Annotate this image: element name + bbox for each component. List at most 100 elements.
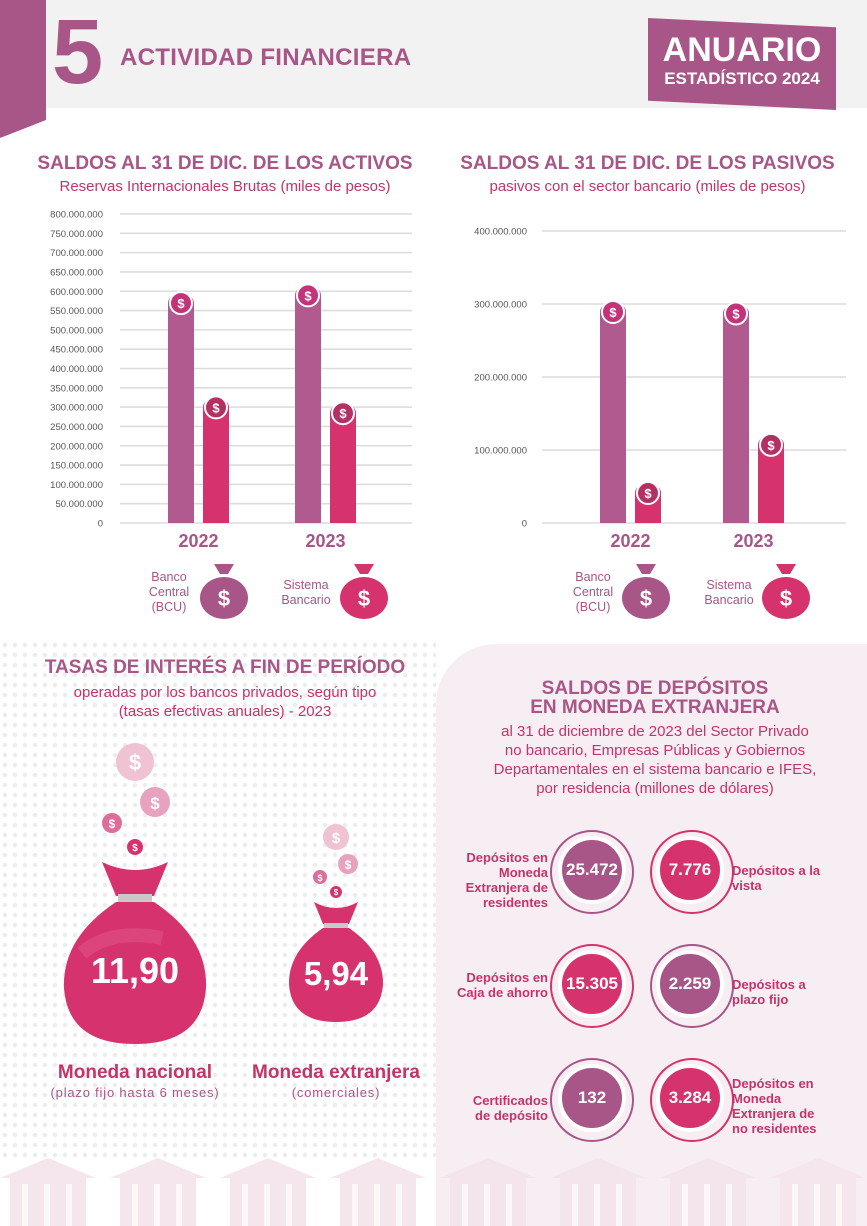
y-tick-label: 700.000.000 bbox=[50, 248, 103, 259]
depositos-sub-3: Departamentales en el sistema bancario e… bbox=[493, 761, 817, 778]
dollar-sign: $ bbox=[212, 400, 220, 415]
chapter-number: 5 bbox=[52, 1, 104, 103]
y-tick-label: 300.000.000 bbox=[50, 403, 103, 414]
extranjera-rate-value: 5,94 bbox=[303, 955, 369, 992]
depositos-sub-1: al 31 de diciembre de 2023 del Sector Pr… bbox=[501, 723, 809, 740]
svg-text:$: $ bbox=[109, 817, 116, 831]
pasivos-subtitle: pasivos con el sector bancario (miles de… bbox=[489, 178, 806, 195]
y-tick-label: 550.000.000 bbox=[50, 306, 103, 317]
coins-icon: $ $ $ $ bbox=[102, 743, 170, 855]
dollar-sign: $ bbox=[177, 296, 185, 311]
depositos-sub-4: por residencia (millones de dólares) bbox=[536, 780, 774, 797]
svg-text:$: $ bbox=[132, 843, 138, 854]
deposit-ring bbox=[550, 1058, 634, 1142]
coins-icon: $ $ $ $ bbox=[313, 824, 358, 898]
dollar-sign: $ bbox=[304, 288, 312, 303]
nacional-rate-value: 11,90 bbox=[90, 950, 180, 991]
dollar-coin-icon bbox=[724, 301, 748, 326]
legend-bcu-label: Banco Central (BCU) bbox=[148, 570, 190, 614]
dollar-sign: $ bbox=[767, 438, 775, 453]
dollar-sign: $ bbox=[339, 406, 347, 421]
dot-pattern bbox=[0, 640, 436, 1160]
extranjera-sub: (comerciales) bbox=[291, 1085, 381, 1100]
extranjera-label: Moneda extranjera bbox=[252, 1062, 420, 1083]
dollar-sign: $ bbox=[732, 306, 740, 321]
x-category-label: 2022 bbox=[610, 531, 650, 551]
svg-text:$: $ bbox=[345, 858, 352, 872]
deposit-ring bbox=[550, 830, 634, 914]
x-category-label: 2023 bbox=[733, 531, 773, 551]
tasas-title: TASAS DE INTERÉS A FIN DE PERÍODO bbox=[44, 657, 406, 678]
y-tick-label: 350.000.000 bbox=[50, 383, 103, 394]
deposit-label: Depósitos en Moneda Extranjera de reside… bbox=[465, 850, 548, 910]
bar-body bbox=[723, 315, 749, 523]
svg-text:$: $ bbox=[129, 750, 141, 775]
dollar-coin-icon bbox=[296, 283, 320, 308]
deposit-ring bbox=[650, 830, 734, 914]
buildings-decoration bbox=[0, 1158, 866, 1226]
dollar-coin-icon bbox=[169, 291, 193, 316]
svg-text:$: $ bbox=[640, 586, 652, 611]
bar-body bbox=[168, 305, 194, 523]
nacional-label: Moneda nacional bbox=[57, 1062, 213, 1083]
x-category-label: 2023 bbox=[305, 531, 345, 551]
y-tick-label: 100.000.000 bbox=[50, 480, 103, 491]
y-tick-label: 400.000.000 bbox=[474, 227, 527, 238]
y-tick-label: 500.000.000 bbox=[50, 325, 103, 336]
activos-chart: 0 50.000.000 100.000.000 150.000.000 200.000… bbox=[50, 210, 412, 551]
deposit-label: Depósitos en Caja de ahorro bbox=[456, 970, 548, 1000]
y-tick-label: 150.000.000 bbox=[50, 461, 103, 472]
deposit-value: 15.305 bbox=[558, 950, 626, 1018]
tasas-subtitle-2: (tasas efectivas anuales) - 2023 bbox=[118, 703, 332, 720]
money-bag-extranjera-icon bbox=[288, 902, 384, 1022]
money-bag-nacional-icon bbox=[63, 862, 207, 1044]
bar-body bbox=[600, 314, 626, 523]
deposit-label: Depósitos a plazo fijo bbox=[732, 977, 806, 1007]
deposit-value: 3.284 bbox=[656, 1064, 724, 1132]
depositos-title-1: SALDOS DE DEPÓSITOS bbox=[541, 678, 769, 699]
money-bag-pink-icon: $ bbox=[762, 564, 810, 619]
depositos-title-2: EN MONEDA EXTRANJERA bbox=[530, 697, 780, 718]
anuario-year: ESTADÍSTICO 2024 bbox=[664, 69, 820, 88]
bar-body bbox=[295, 297, 321, 523]
activos-subtitle: Reservas Internacionales Brutas (miles d… bbox=[59, 178, 391, 195]
deposit-label: Depósitos a la vista bbox=[732, 863, 821, 893]
bar-body bbox=[330, 415, 356, 523]
deposit-label: Certificados de depósito bbox=[472, 1093, 548, 1123]
deposit-label: Depósitos en Moneda Extranjera de no res… bbox=[732, 1076, 817, 1136]
y-tick-label: 0 bbox=[522, 519, 527, 530]
money-bag-mauve-icon: $ bbox=[622, 564, 670, 619]
dollar-coin-icon bbox=[759, 432, 783, 457]
y-tick-label: 650.000.000 bbox=[50, 267, 103, 278]
deposit-value: 132 bbox=[558, 1064, 626, 1132]
anuario-badge: ANUARIO ESTADÍSTICO 2024 bbox=[648, 18, 836, 110]
dollar-coin-icon bbox=[204, 395, 228, 420]
y-tick-label: 100.000.000 bbox=[474, 446, 527, 457]
deposit-ring bbox=[650, 944, 734, 1028]
y-tick-label: 0 bbox=[98, 519, 103, 530]
dollar-coin-icon bbox=[331, 401, 355, 426]
svg-text:$: $ bbox=[317, 873, 322, 883]
deposit-ring bbox=[650, 1058, 734, 1142]
legend-banking-label: Sistema Bancario bbox=[704, 578, 754, 607]
deposit-value: 2.259 bbox=[656, 950, 724, 1018]
dollar-sign: $ bbox=[609, 305, 617, 320]
y-tick-label: 450.000.000 bbox=[50, 345, 103, 356]
pasivos-title: SALDOS AL 31 DE DIC. DE LOS PASIVOS bbox=[460, 153, 835, 174]
bar-body bbox=[203, 409, 229, 523]
chapter-title: ACTIVIDAD FINANCIERA bbox=[120, 44, 412, 71]
svg-text:$: $ bbox=[358, 586, 370, 611]
pasivos-chart: 0 100.000.000 200.000.000 300.000.000 400.00… bbox=[474, 227, 846, 551]
tasas-subtitle-1: operadas por los bancos privados, según … bbox=[73, 684, 377, 701]
nacional-sub: (plazo fijo hasta 6 meses) bbox=[50, 1085, 220, 1100]
y-tick-label: 300.000.000 bbox=[474, 300, 527, 311]
svg-text:$: $ bbox=[334, 888, 339, 897]
y-tick-label: 600.000.000 bbox=[50, 287, 103, 298]
y-tick-label: 750.000.000 bbox=[50, 229, 103, 240]
y-tick-label: 200.000.000 bbox=[50, 441, 103, 452]
money-bag-pink-icon: $ bbox=[340, 564, 388, 619]
dollar-sign: $ bbox=[644, 486, 652, 501]
y-tick-label: 200.000.000 bbox=[474, 373, 527, 384]
y-tick-label: 50.000.000 bbox=[55, 499, 103, 510]
deposit-value: 25.472 bbox=[558, 836, 626, 904]
